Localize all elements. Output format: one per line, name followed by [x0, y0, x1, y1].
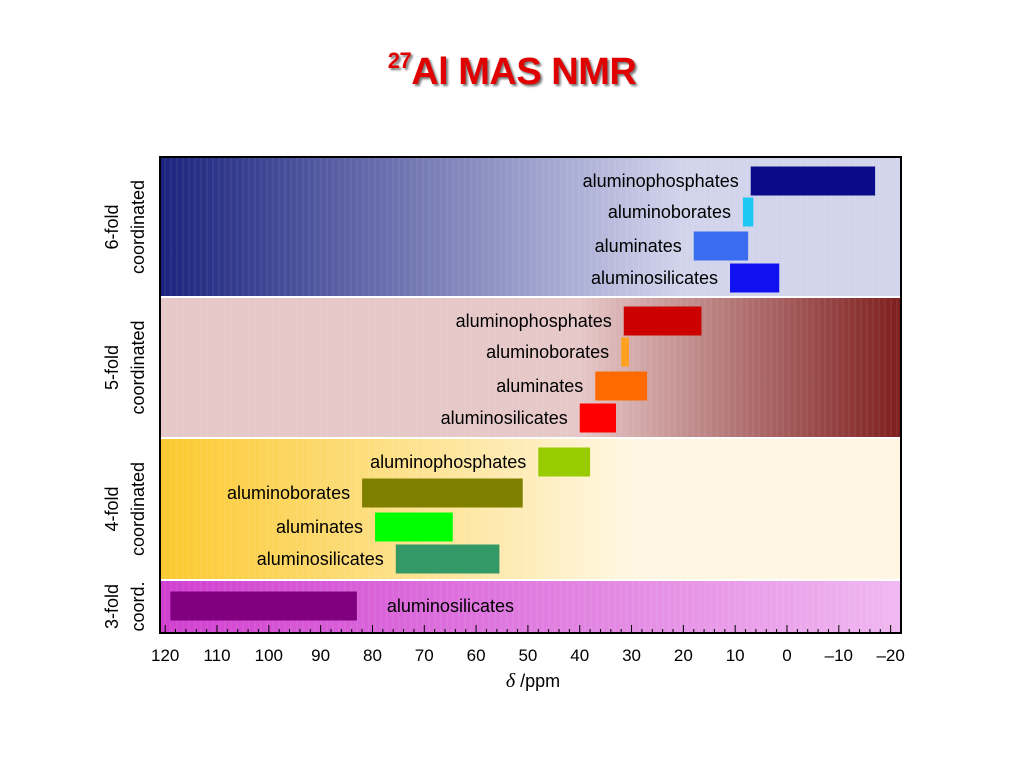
range-bar: [742, 197, 754, 227]
x-tick-label: 110: [203, 646, 230, 665]
chart-title: 27Al MAS NMR: [0, 48, 1024, 94]
title-superscript: 27: [387, 48, 412, 73]
bar-label: aluminoborates: [486, 342, 609, 362]
x-tick-label: 40: [570, 646, 589, 665]
x-tick-label: –20: [876, 646, 904, 665]
bar-label: aluminoborates: [227, 483, 350, 503]
bar-label: aluminophosphates: [583, 171, 739, 191]
bar-label: aluminates: [496, 376, 583, 396]
range-bar: [750, 166, 876, 196]
bar-label: aluminosilicates: [257, 549, 384, 569]
range-bar: [730, 263, 780, 293]
band-background: [160, 297, 901, 438]
x-axis-label: δ /ppm: [506, 670, 560, 692]
range-bar: [375, 512, 453, 542]
band-label: coordinated: [128, 320, 148, 414]
x-tick-label: 30: [622, 646, 641, 665]
bar-label: aluminoborates: [608, 202, 731, 222]
band-label: coordinated: [128, 462, 148, 556]
range-bar: [170, 591, 357, 621]
band-label: 5-fold: [102, 345, 122, 390]
x-tick-label: 80: [363, 646, 382, 665]
band-label: coordinated: [128, 180, 148, 274]
bar-label: aluminates: [276, 517, 363, 537]
x-tick-label: 90: [311, 646, 330, 665]
bar-label: aluminophosphates: [456, 311, 612, 331]
x-tick-label: 10: [726, 646, 745, 665]
plot-frame: [159, 156, 902, 634]
x-tick-label: 60: [467, 646, 486, 665]
x-tick-label: 20: [674, 646, 693, 665]
band-label: 3-fold: [102, 584, 122, 629]
x-tick-label: –10: [825, 646, 853, 665]
x-tick-label: 100: [255, 646, 283, 665]
x-tick-label: 50: [518, 646, 537, 665]
range-bar: [693, 231, 749, 261]
bar-label: aluminates: [595, 236, 682, 256]
band-background: [160, 438, 901, 580]
x-tick-label: 120: [151, 646, 179, 665]
range-bar: [621, 337, 629, 367]
x-tick-label: 70: [415, 646, 434, 665]
x-tick-label: 0: [782, 646, 791, 665]
bar-label: aluminosilicates: [441, 408, 568, 428]
band-label: coord.: [128, 581, 148, 631]
bar-label: aluminophosphates: [370, 452, 526, 472]
range-bar: [623, 306, 702, 336]
range-bar: [362, 478, 523, 508]
bar-label: aluminosilicates: [387, 596, 514, 616]
range-bar: [395, 544, 500, 574]
range-bar: [579, 403, 616, 433]
band-label: 6-fold: [102, 204, 122, 249]
range-bar: [538, 447, 591, 477]
band-label: 4-fold: [102, 486, 122, 531]
range-bar: [595, 371, 648, 401]
title-main: Al MAS NMR: [411, 51, 637, 93]
bar-label: aluminosilicates: [591, 268, 718, 288]
